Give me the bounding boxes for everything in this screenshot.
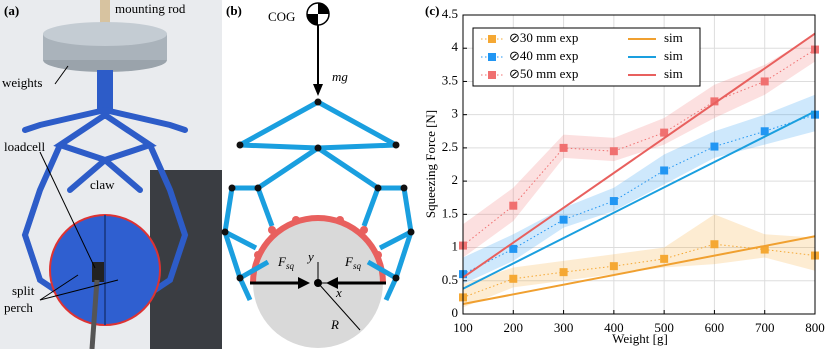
claw-stem [97,70,113,110]
force-label: Fsq [277,254,294,271]
legend-label: ⊘30 mm exp [509,30,578,45]
y-tick-label: 0.5 [442,272,458,287]
x-tick-label: 400 [604,320,624,335]
plot-frame [462,14,816,315]
marker [660,254,669,263]
marker [710,142,719,151]
radius-line [317,282,361,331]
error-band [463,214,815,308]
support [89,279,100,349]
y-axis-label: Squeezing Force [N] [423,110,438,218]
photo: (a) mounting rod weights loadcell claw s… [0,0,222,349]
panel-label: (b) [226,3,242,18]
sim-line [462,110,816,290]
legend-swatch [488,53,496,61]
y-tick-label: 0 [452,305,459,320]
marker [760,245,769,254]
x-tick-label: 800 [805,320,825,335]
panel-label: (c) [425,3,439,18]
legend-swatch [488,71,496,79]
x-tick-label: 500 [654,320,674,335]
x-tick-label: 300 [554,320,574,335]
annotation: perch [4,300,33,315]
marker [559,215,568,224]
claw-links [21,107,189,303]
error-band [463,94,815,285]
annotation: mounting rod [115,1,186,16]
annotation: split [12,283,35,298]
marker [559,268,568,277]
gravity-arrow [313,84,323,96]
annotation: claw [90,177,115,192]
marker [760,77,769,86]
y-tick-label: 1.5 [442,205,458,220]
force-symbol: F [277,254,287,269]
y-tick-label: 3.5 [442,72,458,87]
marker [609,262,618,271]
y-tick-label: 4 [452,39,459,54]
marker [660,166,669,175]
force-label: Fsq [344,254,361,271]
marker [609,197,618,206]
force-subscript: sq [286,261,295,271]
annotation: R [330,317,339,332]
marker [710,240,719,249]
sim-line [462,32,816,279]
legend-label: sim [664,30,683,45]
y-tick-label: 4.5 [442,6,458,21]
marker [760,127,769,136]
axis-label: y [306,249,314,264]
legend-box [472,27,701,87]
annotation: loadcell [4,139,46,154]
background-object [150,170,222,349]
cog-quarters [307,3,329,25]
panel-label: (a) [4,3,19,18]
x-tick-label: 200 [504,320,524,335]
exp-line [462,243,816,298]
callout-lines [39,65,119,301]
x-axis-label: Weight [g] [612,331,668,346]
y-tick-label: 2 [452,172,459,187]
error-band [463,34,815,258]
x-tick-label: 600 [705,320,725,335]
joints [221,98,415,282]
legend-swatch [488,35,496,43]
exp-line [462,49,816,246]
legend-label: ⊘50 mm exp [509,66,578,81]
marker [509,201,518,210]
marker [609,147,618,156]
mounting-rod [100,0,110,25]
contact-pads [254,216,382,259]
exp-line [462,114,816,275]
marker [660,128,669,137]
legend-label: sim [664,48,683,63]
marker [559,143,568,152]
marker [509,274,518,283]
annotation: mg [332,69,348,84]
weight-top [43,22,167,46]
annotation: COG [268,9,295,24]
marker [710,97,719,106]
y-tick-label: 1 [452,239,459,254]
axis-label: x [335,285,342,300]
diagram: (b) COG mg Fsq Fsq y x R [221,2,415,348]
chart: (c) Weight [g] Squeezing Force [N] 0 0.5 1… [423,3,825,346]
force-arrowhead [298,277,310,289]
y-tick-label: 2.5 [442,139,458,154]
x-tick-label: 700 [755,320,775,335]
force-symbol: F [344,254,354,269]
legend-label: ⊘40 mm exp [509,48,578,63]
x-tick-label: 100 [453,320,473,335]
force-subscript: sq [353,261,362,271]
sim-line [462,235,816,306]
marker [509,244,518,253]
annotation: weights [2,75,42,90]
y-tick-label: 3 [452,106,459,121]
legend-label: sim [664,66,683,81]
